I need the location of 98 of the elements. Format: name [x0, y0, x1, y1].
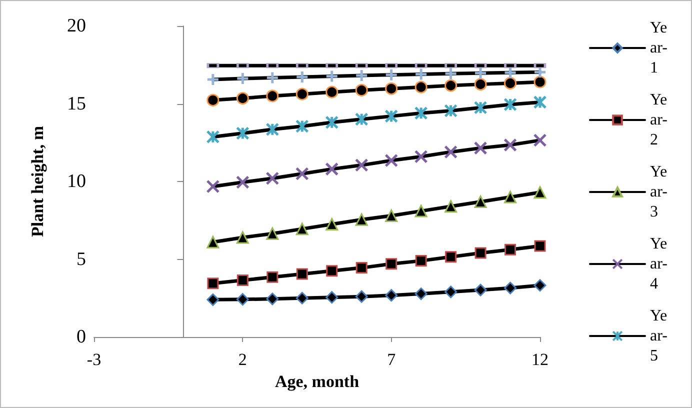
point	[326, 86, 338, 98]
point	[354, 68, 368, 82]
point	[445, 251, 457, 263]
point	[296, 292, 308, 304]
point	[385, 209, 398, 222]
point	[236, 274, 248, 286]
legend-label: Year-3	[650, 164, 668, 220]
y-tick-label: 15	[67, 93, 86, 114]
point	[295, 70, 309, 84]
point	[444, 66, 458, 80]
point	[504, 138, 518, 152]
point	[206, 130, 220, 144]
point	[444, 286, 458, 298]
point	[236, 176, 250, 190]
point	[206, 72, 220, 86]
x-tick-label: 12	[532, 350, 548, 369]
legend-label: Year-4	[650, 236, 668, 292]
point	[444, 104, 458, 118]
point	[325, 162, 339, 176]
point	[384, 154, 398, 168]
point	[504, 98, 518, 112]
y-tick-label: 20	[67, 16, 86, 36]
point	[295, 166, 309, 180]
point	[474, 66, 488, 80]
y-tick-label: 0	[76, 326, 86, 348]
point	[414, 106, 428, 120]
y-tick-label: 10	[67, 171, 86, 192]
point	[474, 100, 488, 114]
point	[444, 79, 458, 92]
point	[414, 67, 428, 81]
point	[414, 204, 428, 218]
point	[266, 172, 280, 186]
point	[533, 95, 547, 109]
point	[354, 158, 368, 172]
point	[414, 150, 428, 164]
x-tick-label: 7	[387, 350, 396, 369]
point	[236, 72, 250, 86]
point	[534, 279, 546, 292]
point	[414, 288, 428, 300]
point	[266, 71, 280, 85]
point	[504, 76, 517, 90]
point	[474, 78, 487, 91]
point	[326, 291, 338, 304]
point	[266, 292, 279, 306]
point	[474, 247, 486, 259]
point	[384, 68, 398, 82]
point	[206, 236, 220, 248]
point	[354, 112, 368, 126]
point	[296, 222, 308, 236]
point	[266, 271, 278, 283]
point	[474, 284, 487, 296]
point	[206, 94, 220, 106]
point	[266, 90, 279, 102]
point	[325, 116, 339, 130]
point	[415, 255, 427, 267]
point	[474, 195, 487, 208]
x-tick-label: -3	[86, 350, 102, 369]
point	[534, 186, 546, 199]
point	[325, 69, 339, 83]
point	[356, 262, 368, 274]
point	[295, 120, 309, 134]
point	[207, 278, 219, 290]
point	[533, 134, 547, 148]
point	[504, 244, 516, 256]
point	[534, 76, 546, 88]
legend-label: Year-5	[650, 308, 668, 364]
point	[414, 80, 428, 94]
x-tick-label: 2	[238, 350, 247, 369]
point	[355, 84, 368, 96]
point	[504, 282, 517, 294]
point	[385, 289, 398, 302]
point	[206, 180, 220, 194]
point	[266, 227, 279, 240]
point	[236, 126, 250, 140]
point	[206, 293, 220, 306]
point	[296, 268, 308, 280]
point	[355, 290, 368, 303]
point	[326, 265, 338, 277]
point	[504, 190, 517, 204]
point	[266, 122, 280, 136]
point	[385, 82, 398, 95]
point	[444, 145, 458, 159]
y-axis-title: Plant height, m	[28, 126, 47, 237]
point	[236, 293, 249, 306]
legend-label: Year-1	[650, 20, 668, 76]
x-axis-title: Age, month	[274, 372, 360, 391]
point	[326, 218, 338, 231]
point	[236, 92, 249, 105]
point	[355, 213, 368, 226]
point	[386, 258, 398, 270]
point	[474, 141, 488, 155]
point	[444, 200, 458, 213]
legend-label: Year-2	[650, 92, 668, 148]
point	[384, 109, 398, 123]
point	[236, 231, 249, 244]
point	[534, 240, 546, 252]
point	[296, 88, 308, 100]
y-tick-label: 5	[76, 248, 86, 270]
